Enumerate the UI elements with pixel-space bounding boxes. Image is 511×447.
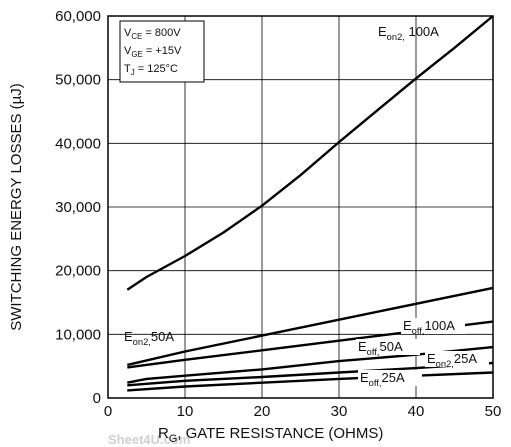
conditions-box: VCE = 800V VGE = +15V TJ = 125°C: [119, 20, 205, 83]
x-tick-label: 30: [331, 403, 348, 420]
series-label: Eon2,50A: [124, 329, 174, 347]
x-tick-label: 20: [254, 403, 271, 420]
series-line: [127, 371, 494, 392]
series-label: Eon2,25A: [425, 351, 489, 369]
series-line: [127, 286, 494, 367]
series-label: Eoff,50A: [356, 339, 420, 357]
series-label: Eoff,25A: [358, 370, 422, 388]
svg-text:Eon2,50A: Eon2,50A: [124, 329, 174, 347]
y-tick-label: 50,000: [55, 72, 101, 89]
y-tick-label: 30,000: [55, 199, 101, 216]
y-tick-label: 60,000: [55, 8, 101, 25]
condition-line: TJ = 125°C: [124, 63, 178, 77]
watermark: Sheet4U.com: [108, 432, 190, 447]
y-tick-label: 20,000: [55, 263, 101, 280]
condition-line: VGE = +15V: [124, 45, 182, 59]
svg-text:Eoff,50A: Eoff,50A: [358, 339, 403, 357]
x-tick-label: 0: [104, 403, 112, 420]
series-line: [126, 15, 494, 291]
series-line: [127, 361, 494, 387]
svg-text:Eon2, 100A: Eon2, 100A: [378, 24, 439, 42]
tick-labels: 0 10 20 30 40 50 0 10,000 20,000 30,000 40,000 50,0…: [55, 8, 501, 420]
svg-text:Eon2,25A: Eon2,25A: [427, 351, 477, 369]
plot-frame: [107, 15, 494, 399]
svg-text:Eoff,100A: Eoff,100A: [403, 318, 455, 336]
x-axis-title: RG, GATE RESISTANCE (OHMS): [158, 425, 383, 445]
svg-text:Eoff,25A: Eoff,25A: [360, 370, 405, 388]
condition-line: VCE = 800V: [124, 27, 181, 41]
series-label: Eon2, 100A: [378, 24, 439, 42]
y-axis-title: SWITCHING ENERGY LOSSES (µJ): [8, 83, 25, 331]
y-tick-label: 0: [93, 390, 101, 407]
x-tick-label: 50: [485, 403, 502, 420]
y-tick-label: 40,000: [55, 135, 101, 152]
x-tick-label: 40: [408, 403, 425, 420]
y-tick-label: 10,000: [55, 326, 101, 343]
series-label: Eoff,100A: [401, 318, 465, 336]
x-tick-label: 10: [177, 403, 194, 420]
conditions-frame: [119, 20, 205, 83]
